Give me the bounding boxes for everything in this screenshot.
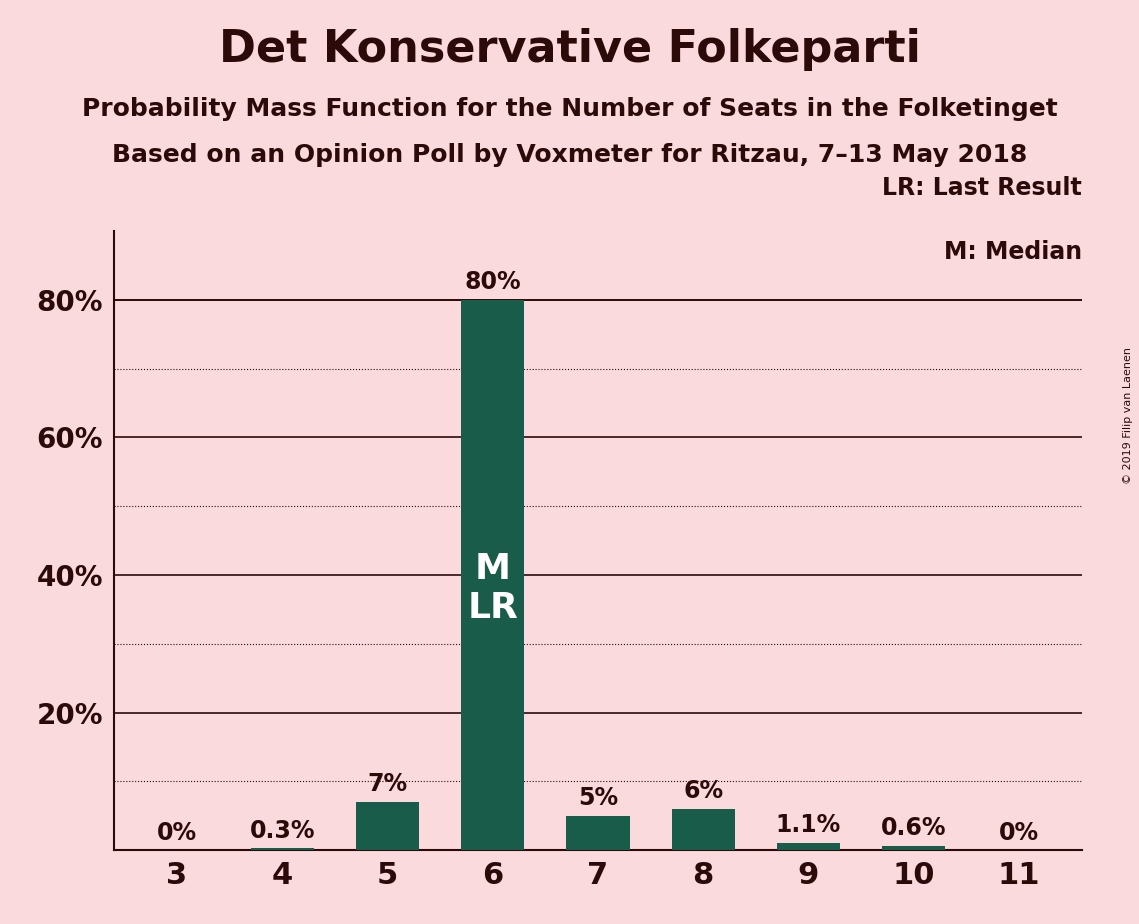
Text: 5%: 5%	[577, 786, 618, 810]
Text: LR: Last Result: LR: Last Result	[883, 176, 1082, 200]
Bar	[777, 843, 841, 850]
Bar	[355, 802, 419, 850]
Text: 7%: 7%	[368, 772, 408, 796]
Bar	[251, 848, 314, 850]
Text: 0%: 0%	[157, 821, 197, 845]
Bar	[566, 816, 630, 850]
Text: M: Median: M: Median	[944, 240, 1082, 264]
Text: Det Konservative Folkeparti: Det Konservative Folkeparti	[219, 28, 920, 71]
Text: 0.3%: 0.3%	[249, 819, 316, 843]
Text: 1.1%: 1.1%	[776, 813, 841, 837]
Bar	[461, 299, 524, 850]
Text: M
LR: M LR	[467, 552, 518, 626]
Bar	[882, 846, 945, 850]
Text: Based on an Opinion Poll by Voxmeter for Ritzau, 7–13 May 2018: Based on an Opinion Poll by Voxmeter for…	[112, 143, 1027, 167]
Text: Probability Mass Function for the Number of Seats in the Folketinget: Probability Mass Function for the Number…	[82, 97, 1057, 121]
Text: 6%: 6%	[683, 779, 723, 803]
Text: © 2019 Filip van Laenen: © 2019 Filip van Laenen	[1123, 347, 1133, 484]
Bar	[672, 808, 735, 850]
Text: 0%: 0%	[999, 821, 1039, 845]
Text: 80%: 80%	[465, 271, 521, 294]
Text: 0.6%: 0.6%	[880, 817, 947, 841]
